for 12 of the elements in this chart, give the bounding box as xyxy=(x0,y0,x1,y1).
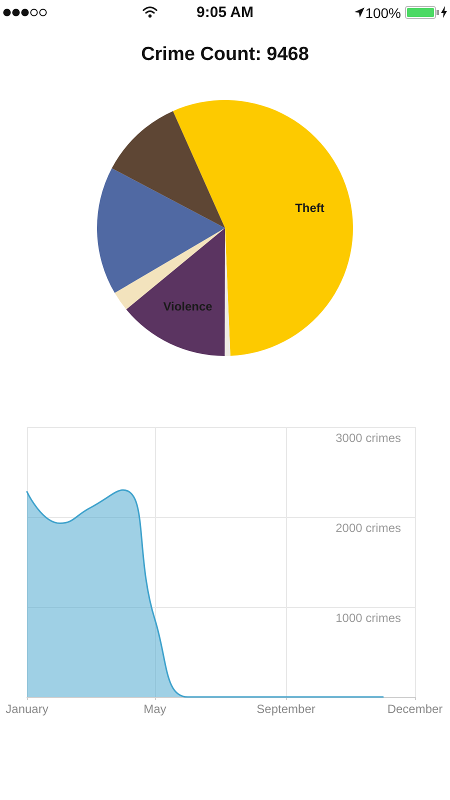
chart-title: Crime Count: 9468 xyxy=(141,44,309,65)
y-tick-label: 3000 crimes xyxy=(336,431,401,445)
y-tick-label: 1000 crimes xyxy=(336,611,401,625)
x-tick-label: May xyxy=(144,702,166,716)
y-tick-label: 2000 crimes xyxy=(336,521,401,535)
text: 100% xyxy=(365,4,401,22)
x-tick-label: September xyxy=(256,702,316,716)
text: 9:05 AM xyxy=(196,4,254,22)
slice-label: Violence xyxy=(163,300,213,314)
slice-label: Theft xyxy=(295,201,324,216)
x-tick-label: January xyxy=(6,702,48,716)
x-tick-label: December xyxy=(387,702,443,716)
